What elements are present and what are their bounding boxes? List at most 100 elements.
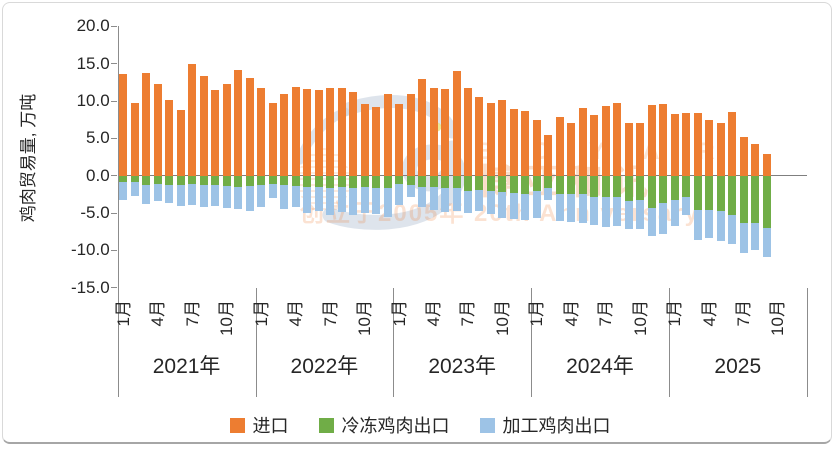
y-axis-tick [111,63,118,65]
legend-label: 进口 [252,416,289,436]
x-year-label: 2024年 [566,355,634,378]
legend-label: 加工鸡肉出口 [502,416,611,436]
y-tick-label: 5.0 [86,128,110,148]
bar-import [728,112,737,176]
bar-frozen-export [176,175,185,185]
bar-import [337,88,346,176]
bar-frozen-export [498,175,507,193]
bar-processed-export [647,207,656,237]
legend: 进口 冷冻鸡肉出口 加工鸡肉出口 [0,412,840,438]
bar-processed-export [682,196,691,216]
bar-import [429,87,438,176]
bar-frozen-export [762,175,771,228]
bar-import [372,107,381,176]
year-separator [255,287,257,397]
bar-frozen-export [659,175,668,204]
bar-processed-export [176,184,185,207]
bar-processed-export [222,186,231,208]
bar-frozen-export [567,175,576,195]
bar-frozen-export [739,175,748,224]
bar-import [670,114,679,176]
legend-swatch-icon [229,417,245,433]
y-axis-title: 鸡肉贸易量, 万吨 [19,93,38,223]
bar-processed-export [532,191,541,218]
y-tick-label: -5.0 [80,203,110,223]
bar-import [716,123,725,176]
y-axis-line [117,26,119,397]
bar-import [590,115,599,176]
bar-frozen-export [441,175,449,188]
bar-frozen-export [670,175,679,201]
bar-import [498,100,507,176]
bar-processed-export [693,210,702,240]
bar-processed-export [257,185,266,208]
bar-processed-export [418,186,426,208]
bar-import [303,89,312,176]
bar-frozen-export [486,175,495,192]
bar-processed-export [142,184,151,205]
bar-processed-export [555,194,564,222]
bar-processed-export [762,227,771,258]
bar-processed-export [199,185,208,208]
bar-frozen-export [326,175,335,188]
bar-frozen-export [682,175,691,197]
bar-processed-export [303,186,312,214]
bar-frozen-export [257,175,266,186]
bar-import [199,76,208,176]
bar-import [234,70,243,176]
bar-processed-export [268,183,277,199]
x-month-label: 7月 [182,300,202,327]
x-month-label: 7月 [596,300,616,327]
bar-frozen-export [268,175,277,184]
bar-import [349,92,358,176]
bar-frozen-export [429,175,438,187]
bar-import [211,89,220,176]
bar-import [486,103,495,176]
bar-import [613,102,622,176]
x-month-label: 1月 [389,300,409,327]
x-month-label: 1月 [113,300,133,327]
y-tick-label: -15.0 [70,277,110,297]
bar-frozen-export [521,175,530,195]
bar-processed-export [624,201,633,230]
bar-import [188,64,197,176]
bar-import [360,104,369,176]
bar-processed-export [739,223,748,253]
bar-frozen-export [199,175,208,186]
x-month-label: 7月 [320,300,340,327]
bar-processed-export [395,183,403,205]
bar-frozen-export [532,175,541,192]
bar-frozen-export [578,175,587,195]
bar-frozen-export [211,175,220,185]
bar-import [463,88,472,176]
bar-import [705,119,714,176]
bar-frozen-export [303,175,312,187]
bar-frozen-export [406,175,415,186]
x-month-label: 4月 [699,300,719,327]
bar-processed-export [705,210,714,239]
x-month-label: 7月 [458,300,478,327]
bar-processed-export [326,187,335,216]
bar-import [441,89,449,176]
x-month-label: 4月 [148,300,168,327]
x-month-label: 10月 [492,300,512,336]
bar-import [555,116,564,176]
bar-import [452,71,461,176]
x-month-label: 10月 [217,300,237,336]
bar-import [119,74,128,176]
bar-import [130,103,139,176]
bar-frozen-export [693,175,702,211]
legend-item: 进口 [229,412,289,438]
bar-frozen-export [314,175,323,187]
bar-frozen-export [601,175,610,198]
bar-import [245,77,254,176]
bar-import [636,122,645,176]
x-month-label: 10月 [630,300,650,336]
bar-frozen-export [716,175,725,211]
y-axis-tick [111,175,118,177]
bar-frozen-export [280,175,289,185]
bar-processed-export [130,182,139,196]
bar-processed-export [544,187,553,201]
bar-processed-export [153,183,162,202]
